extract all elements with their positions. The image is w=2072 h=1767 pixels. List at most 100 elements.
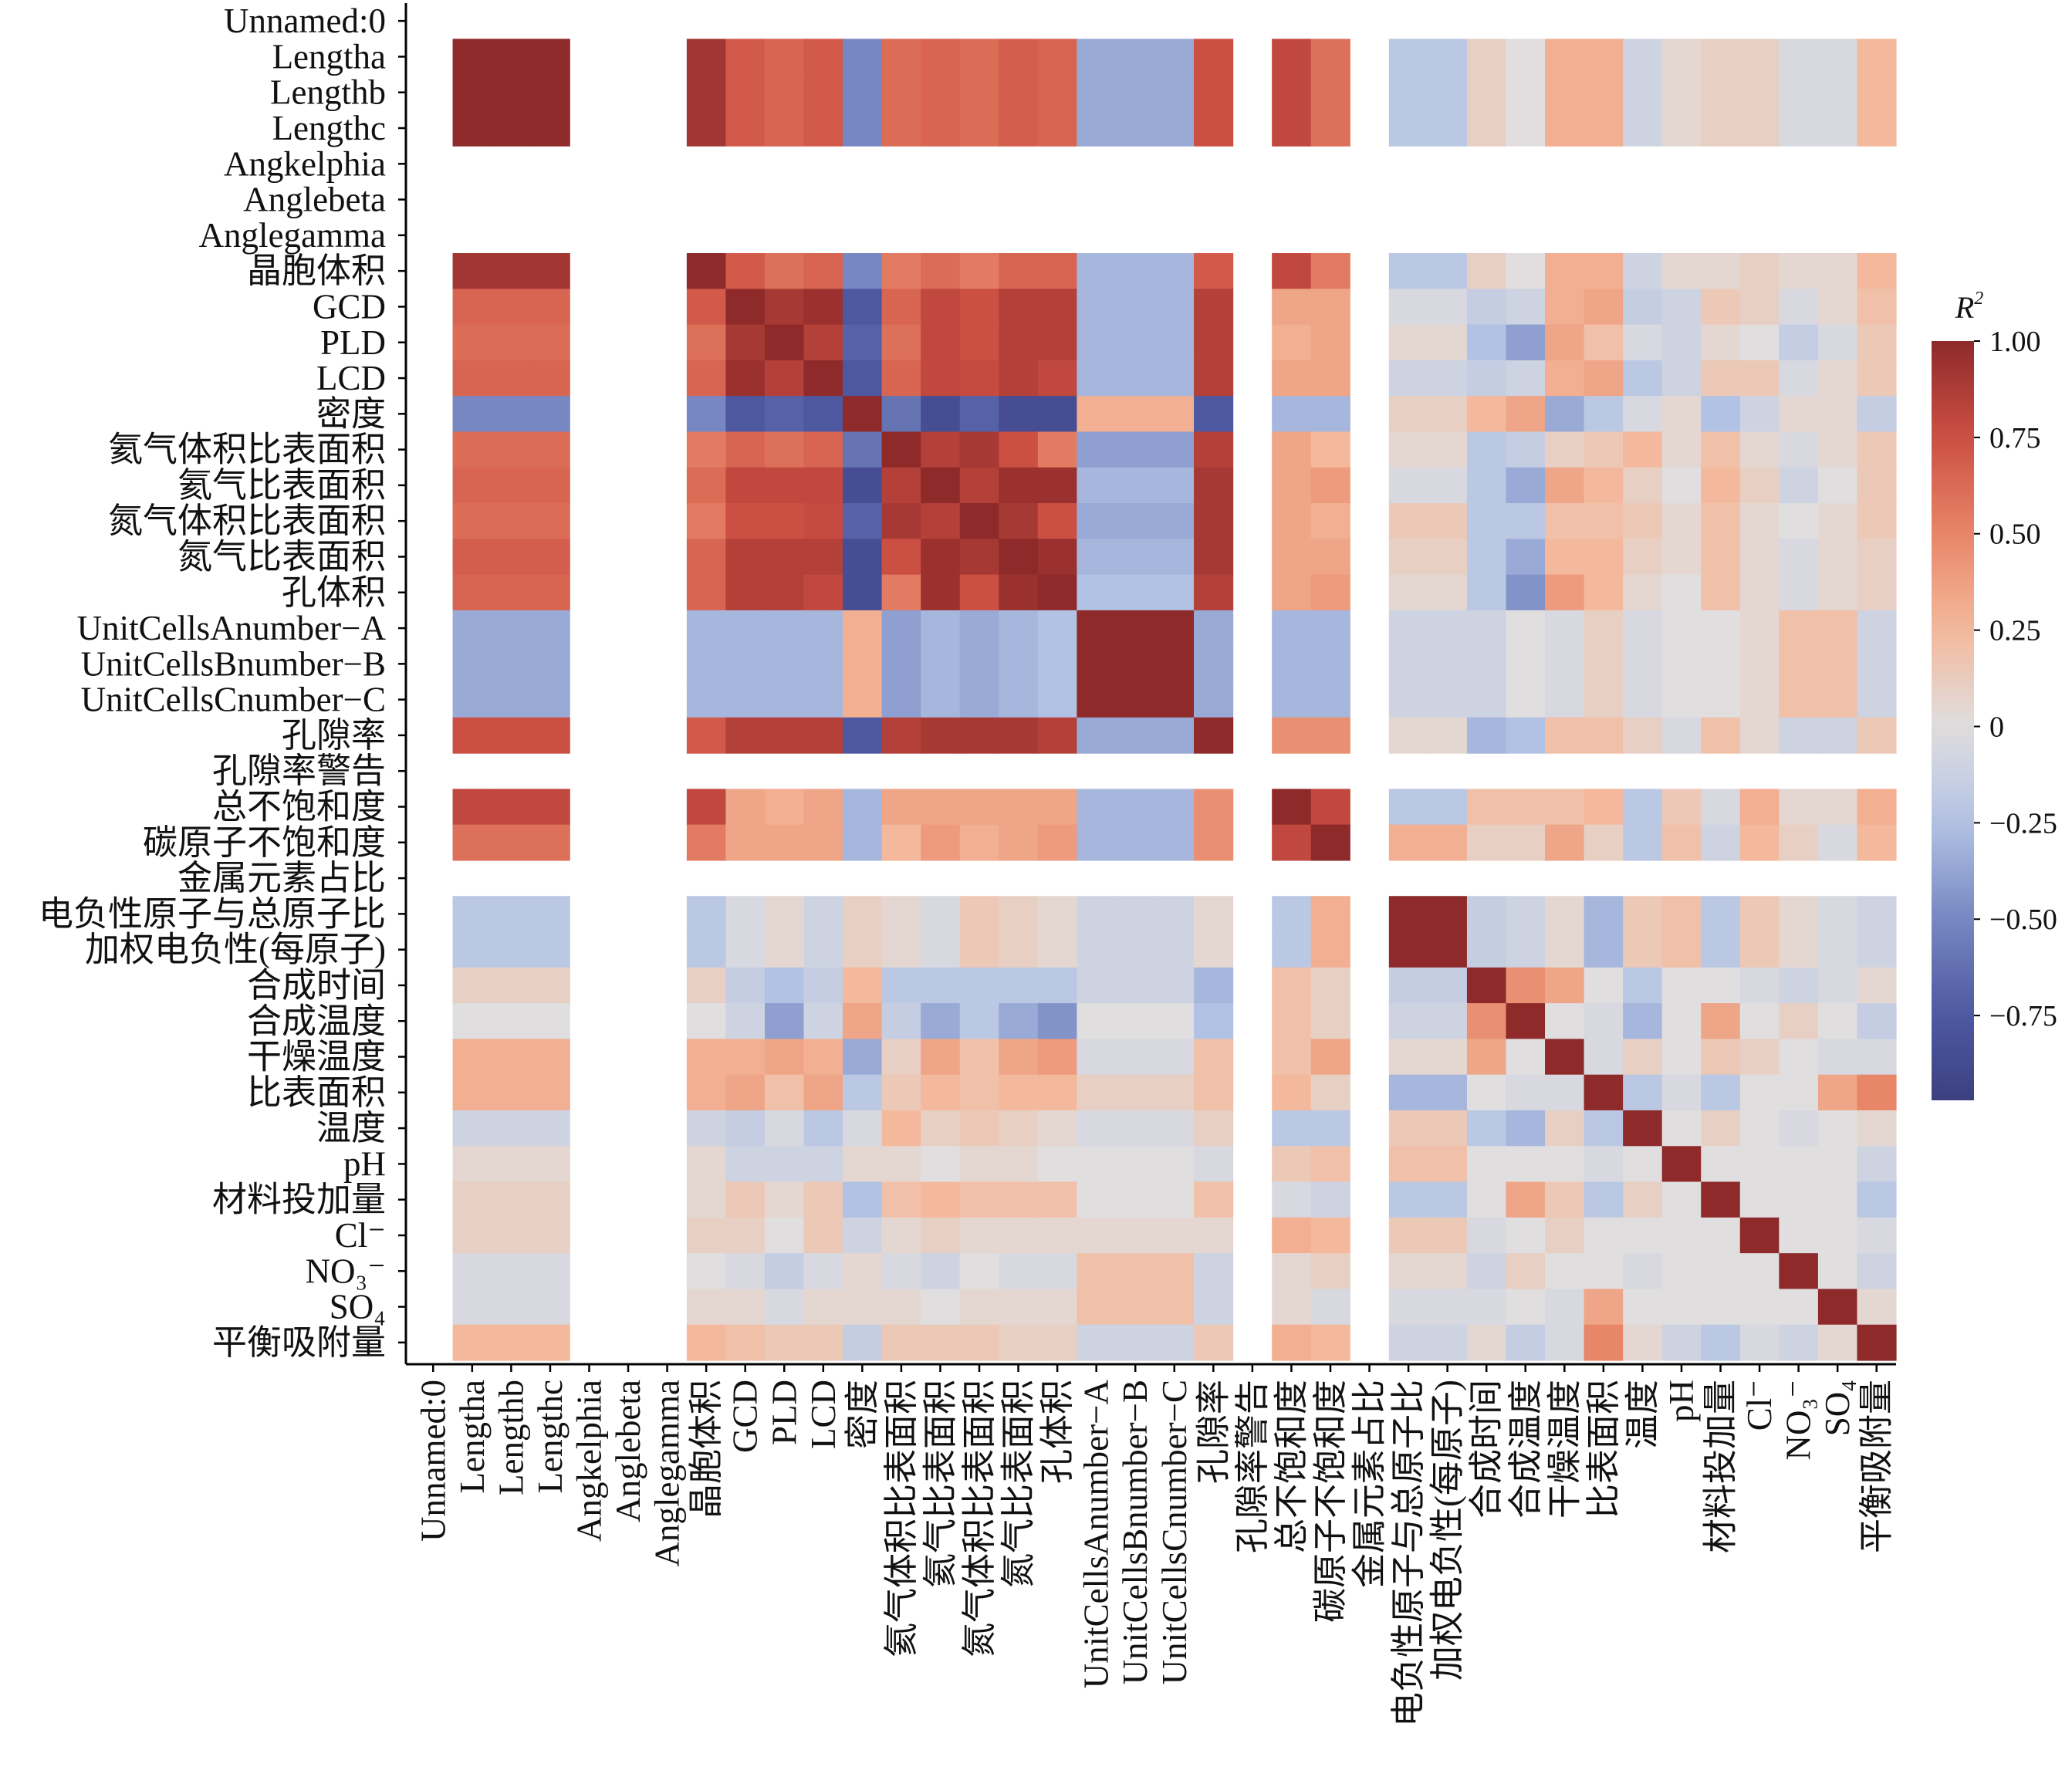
y-tick-label: 材料投加量	[212, 1181, 386, 1219]
heatmap-cell	[725, 824, 766, 861]
heatmap-cell	[1310, 646, 1350, 683]
heatmap-cell	[959, 1181, 999, 1218]
heatmap-cell	[686, 1181, 727, 1218]
heatmap-cell	[1466, 253, 1507, 289]
heatmap-cell	[1701, 289, 1741, 326]
heatmap-cell	[1310, 967, 1350, 1004]
heatmap-cell	[725, 360, 766, 397]
heatmap-cell	[725, 1289, 766, 1326]
heatmap-cell	[959, 503, 999, 539]
heatmap-cell	[1701, 824, 1741, 861]
heatmap-cell	[1779, 467, 1819, 504]
heatmap-cell	[1194, 1110, 1234, 1147]
heatmap-cell	[1661, 1217, 1702, 1254]
heatmap-cell	[1194, 253, 1234, 289]
heatmap-cell	[843, 360, 883, 397]
heatmap-cell	[764, 289, 805, 326]
heatmap-cell	[686, 967, 727, 1004]
heatmap-cell	[452, 1110, 492, 1147]
heatmap-cell	[1194, 1181, 1234, 1218]
heatmap-cell	[881, 967, 921, 1004]
colorbar-tick-label: −0.75	[1989, 1000, 2057, 1032]
heatmap-cell	[1194, 1324, 1234, 1361]
heatmap-cell	[959, 1217, 999, 1254]
heatmap-cell	[881, 360, 921, 397]
heatmap-cell	[843, 289, 883, 326]
heatmap-cell	[1272, 1074, 1312, 1111]
y-tick-label: SO₄	[330, 1288, 386, 1326]
heatmap-cell	[1077, 824, 1117, 861]
heatmap-cell	[1194, 360, 1234, 397]
heatmap-cell	[1310, 1324, 1350, 1361]
heatmap-cell	[1310, 610, 1350, 647]
heatmap-cell	[1545, 967, 1585, 1004]
heatmap-cell	[1857, 931, 1897, 968]
heatmap-cell	[1739, 1181, 1780, 1218]
heatmap-cell	[1194, 1039, 1234, 1076]
heatmap-cell	[1466, 1289, 1507, 1326]
heatmap-cell	[1661, 824, 1702, 861]
heatmap-cell	[492, 253, 532, 289]
heatmap-cell	[1310, 1289, 1350, 1326]
heatmap-cell	[1779, 1003, 1819, 1039]
heatmap-cell	[921, 824, 961, 861]
heatmap-cell	[1739, 717, 1780, 754]
heatmap-cell	[1388, 1181, 1428, 1218]
heatmap-cell	[959, 646, 999, 683]
colorbar-tick-label: 0	[1989, 711, 2004, 743]
heatmap-cell	[1466, 1324, 1507, 1361]
heatmap-cell	[1545, 1324, 1585, 1361]
heatmap-cell	[1272, 1217, 1312, 1254]
heatmap-cell	[1310, 1110, 1350, 1147]
heatmap-cell	[452, 967, 492, 1004]
heatmap-cell	[725, 1110, 766, 1147]
heatmap-cell	[843, 503, 883, 539]
heatmap-cell	[1779, 74, 1819, 111]
y-tick-label: 氮气比表面积	[177, 537, 386, 576]
heatmap-cell	[1037, 931, 1077, 968]
heatmap-cell	[1661, 503, 1702, 539]
heatmap-cell	[1466, 539, 1507, 576]
heatmap-cell	[1779, 324, 1819, 361]
heatmap-cell	[452, 646, 492, 683]
y-tick-label: GCD	[313, 287, 386, 326]
heatmap-cell	[1817, 324, 1858, 361]
heatmap-cell	[492, 1181, 532, 1218]
heatmap-cell	[881, 431, 921, 468]
heatmap-cell	[530, 39, 570, 76]
heatmap-cell	[1739, 467, 1780, 504]
heatmap-cell	[764, 503, 805, 539]
heatmap-cell	[1506, 1253, 1546, 1290]
colorbar-title: R2	[1955, 289, 1983, 325]
heatmap-cell	[1545, 789, 1585, 826]
heatmap-cell	[492, 610, 532, 647]
heatmap-cell	[1077, 717, 1117, 754]
heatmap-cell	[959, 1324, 999, 1361]
heatmap-cell	[1077, 39, 1117, 76]
heatmap-cell	[1584, 1003, 1624, 1039]
y-axis: Unnamed:0LengthaLengthbLengthcAngkelphia…	[39, 2, 407, 1364]
heatmap-cell	[686, 503, 727, 539]
heatmap-cell	[1388, 789, 1428, 826]
heatmap-cell	[1154, 539, 1195, 576]
heatmap-cell	[1623, 1324, 1663, 1361]
heatmap-cell	[1506, 503, 1546, 539]
heatmap-cell	[1779, 1324, 1819, 1361]
heatmap-cell	[1506, 1039, 1546, 1076]
heatmap-cell	[1428, 467, 1468, 504]
heatmap-cell	[803, 1181, 843, 1218]
heatmap-cell	[881, 74, 921, 111]
heatmap-cell	[764, 1039, 805, 1076]
heatmap-cell	[803, 824, 843, 861]
heatmap-cell	[1466, 789, 1507, 826]
heatmap-cell	[1194, 896, 1234, 933]
colorbar-tick-label: 0.50	[1989, 519, 2041, 551]
heatmap-cell	[1545, 467, 1585, 504]
heatmap-cell	[1701, 539, 1741, 576]
x-tick-label: 比表面积	[1584, 1380, 1623, 1519]
heatmap-cell	[881, 717, 921, 754]
heatmap-cell	[452, 896, 492, 933]
heatmap-cell	[999, 1039, 1039, 1076]
heatmap-cell	[1545, 1146, 1585, 1183]
heatmap-cell	[881, 931, 921, 968]
